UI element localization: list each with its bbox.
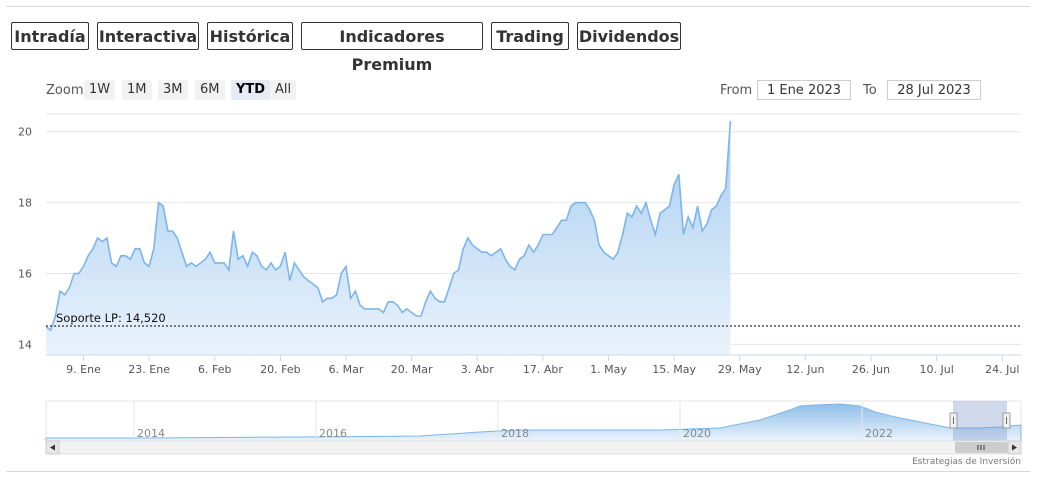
- x-tick-label: 1. May: [590, 363, 627, 376]
- navigator-year-label: 2020: [683, 427, 711, 440]
- y-tick-label: 14: [18, 338, 32, 351]
- x-tick-label: 23. Ene: [128, 363, 170, 376]
- x-tick-label: 15. May: [652, 363, 696, 376]
- to-label: To: [863, 83, 877, 98]
- zoom-1w-button[interactable]: 1W: [84, 80, 116, 100]
- scrollbar-track[interactable]: [45, 440, 1022, 455]
- chart-credit[interactable]: Estrategias de Inversión: [912, 457, 1021, 467]
- zoom-1m-button[interactable]: 1M: [122, 80, 152, 100]
- y-tick-label: 18: [18, 197, 32, 210]
- navigator-year-labels: 2014 2016 2018 2020 2022: [133, 401, 893, 441]
- x-tick-label: 29. May: [718, 363, 762, 376]
- navigator-year-label: 2014: [137, 427, 165, 440]
- navigator-year-label: 2018: [501, 427, 529, 440]
- top-divider: [6, 6, 1030, 7]
- y-tick-label: 20: [18, 126, 32, 139]
- support-label: Soporte LP: 14,520: [56, 311, 166, 325]
- left-arrow-icon: [50, 444, 55, 451]
- tab-trading[interactable]: Trading: [491, 22, 569, 50]
- x-tick-label: 20. Feb: [260, 363, 300, 376]
- x-tick-label: 3. Abr: [461, 363, 494, 376]
- y-axis: 14 16 18 20: [18, 126, 32, 352]
- right-arrow-icon: [1012, 444, 1017, 451]
- zoom-all-button[interactable]: All: [270, 80, 297, 100]
- x-tick-label: 24. Jul: [985, 363, 1019, 376]
- x-tick-label: 10. Jul: [919, 363, 953, 376]
- navigator-selection[interactable]: [953, 401, 1007, 441]
- scrollbar[interactable]: [45, 440, 1022, 455]
- tab-indicadores-premium[interactable]: Indicadores Premium: [301, 22, 483, 74]
- zoom-6m-button[interactable]: 6M: [195, 80, 225, 100]
- bottom-divider: [6, 471, 1030, 472]
- tab-interactiva[interactable]: Interactiva: [97, 22, 199, 50]
- x-tick-label: 26. Jun: [852, 363, 890, 376]
- zoom-ytd-button[interactable]: YTD: [231, 80, 271, 100]
- navigator[interactable]: 2014 2016 2018 2020 2022: [45, 400, 1022, 442]
- navigator-series: [45, 403, 1022, 442]
- x-axis: 9. Ene 23. Ene 6. Feb 20. Feb 6. Mar 20. Mar 3…: [66, 355, 1019, 376]
- zoom-3m-button[interactable]: 3M: [158, 80, 188, 100]
- zoom-label: Zoom: [46, 83, 84, 98]
- price-line: [45, 121, 732, 332]
- scrollbar-grip-icon: [977, 445, 985, 450]
- tab-historica[interactable]: Histórica: [207, 22, 293, 50]
- x-tick-label: 12. Jun: [786, 363, 824, 376]
- navigator-year-label: 2016: [319, 427, 347, 440]
- tab-intradia[interactable]: Intradía: [11, 22, 89, 50]
- navigator-year-label: 2022: [865, 427, 893, 440]
- tab-dividendos[interactable]: Dividendos: [577, 22, 681, 50]
- from-label: From: [720, 83, 753, 98]
- x-tick-label: 20. Mar: [391, 363, 433, 376]
- price-area: [46, 121, 731, 355]
- x-tick-label: 17. Abr: [523, 363, 563, 376]
- to-date-input[interactable]: 28 Jul 2023: [887, 80, 981, 100]
- from-date-input[interactable]: 1 Ene 2023: [757, 80, 851, 100]
- x-tick-label: 6. Feb: [198, 363, 231, 376]
- x-tick-label: 6. Mar: [329, 363, 364, 376]
- y-tick-label: 16: [18, 267, 32, 280]
- x-tick-label: 9. Ene: [66, 363, 101, 376]
